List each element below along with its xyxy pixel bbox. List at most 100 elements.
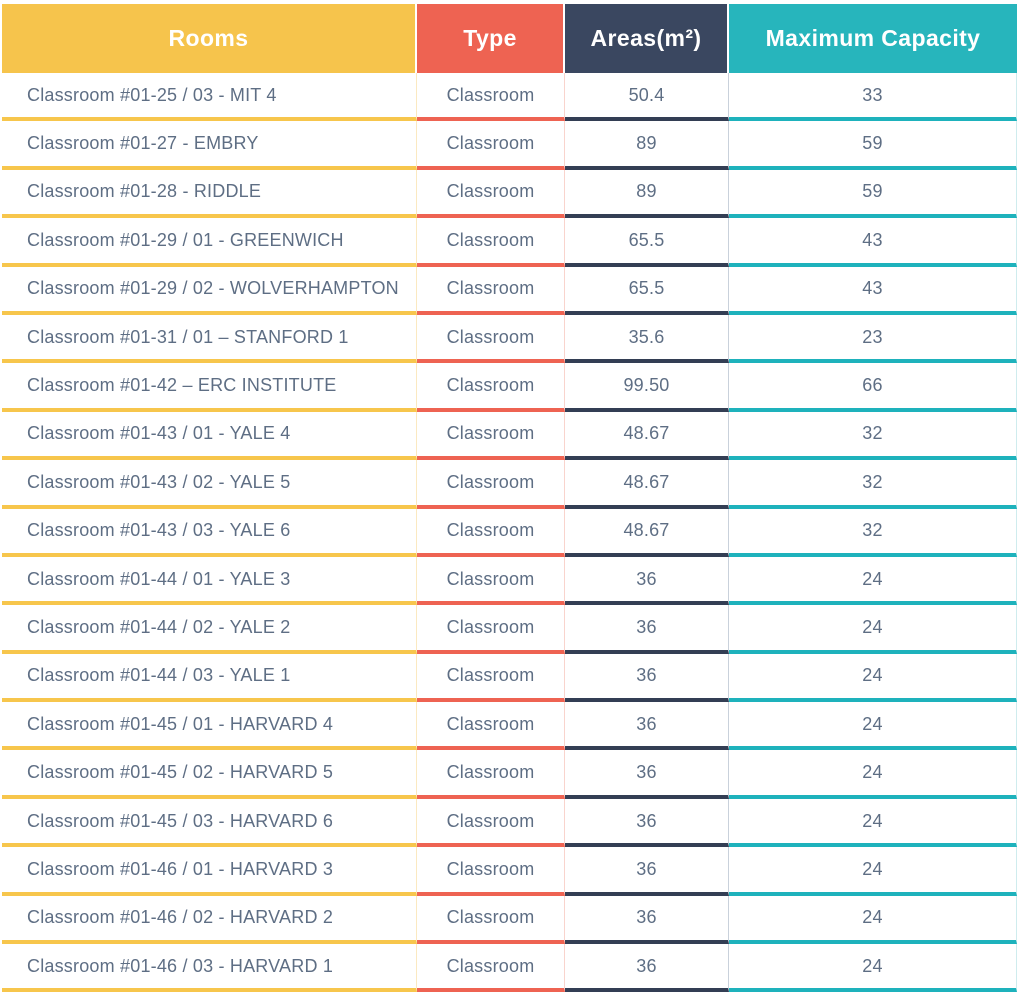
table-row: Classroom #01-43 / 03 - YALE 6 Classroom 4… — [2, 508, 1017, 557]
cell-room: Classroom #01-46 / 01 - HARVARD 3 — [2, 847, 417, 896]
table-row: Classroom #01-46 / 01 - HARVARD 3 Classro… — [2, 847, 1017, 896]
rooms-table: Rooms Type Areas(m²) Maximum Capacity Cl… — [2, 4, 1017, 993]
table-body: Classroom #01-25 / 03 - MIT 4 Classroom 50… — [2, 73, 1017, 993]
cell-room: Classroom #01-31 / 01 – STANFORD 1 — [2, 314, 417, 364]
cell-area: 36 — [565, 556, 729, 606]
cell-type: Classroom — [417, 169, 565, 219]
cell-area: 36 — [565, 944, 729, 993]
table-row: Classroom #01-46 / 03 - HARVARD 1 Classro… — [2, 944, 1017, 993]
header-cell-maximum-capacity: Maximum Capacity — [729, 4, 1017, 73]
cell-area: 36 — [565, 847, 729, 896]
cell-room: Classroom #01-44 / 03 - YALE 1 — [2, 653, 417, 703]
cell-area: 36 — [565, 895, 729, 945]
cell-capacity: 32 — [729, 508, 1017, 557]
cell-area: 65.5 — [565, 266, 729, 315]
cell-capacity: 24 — [729, 605, 1017, 654]
cell-area: 89 — [565, 169, 729, 219]
cell-type: Classroom — [417, 702, 565, 751]
table-row: Classroom #01-44 / 01 - YALE 3 Classroom 3… — [2, 556, 1017, 606]
cell-room: Classroom #01-29 / 02 - WOLVERHAMPTON — [2, 266, 417, 315]
cell-area: 35.6 — [565, 314, 729, 364]
cell-capacity: 24 — [729, 653, 1017, 703]
header-cell-type: Type — [417, 4, 565, 73]
cell-room: Classroom #01-27 - EMBRY — [2, 121, 417, 170]
cell-type: Classroom — [417, 944, 565, 993]
cell-capacity: 59 — [729, 169, 1017, 219]
cell-capacity: 66 — [729, 363, 1017, 412]
cell-area: 65.5 — [565, 218, 729, 267]
table-row: Classroom #01-28 - RIDDLE Classroom 89 59 — [2, 169, 1017, 219]
table-row: Classroom #01-45 / 03 - HARVARD 6 Classro… — [2, 798, 1017, 848]
cell-capacity: 24 — [729, 847, 1017, 896]
cell-type: Classroom — [417, 750, 565, 799]
cell-type: Classroom — [417, 798, 565, 848]
cell-room: Classroom #01-43 / 02 - YALE 5 — [2, 460, 417, 509]
table-row: Classroom #01-44 / 03 - YALE 1 Classroom 3… — [2, 653, 1017, 703]
table-row: Classroom #01-43 / 01 - YALE 4 Classroom 4… — [2, 411, 1017, 461]
cell-type: Classroom — [417, 605, 565, 654]
cell-capacity: 24 — [729, 750, 1017, 799]
cell-area: 36 — [565, 798, 729, 848]
table-row: Classroom #01-42 – ERC INSTITUTE Classroo… — [2, 363, 1017, 412]
cell-room: Classroom #01-46 / 03 - HARVARD 1 — [2, 944, 417, 993]
cell-capacity: 43 — [729, 266, 1017, 315]
table-header: Rooms Type Areas(m²) Maximum Capacity — [2, 4, 1017, 73]
table-row: Classroom #01-43 / 02 - YALE 5 Classroom 4… — [2, 460, 1017, 509]
cell-type: Classroom — [417, 218, 565, 267]
cell-type: Classroom — [417, 121, 565, 170]
cell-room: Classroom #01-46 / 02 - HARVARD 2 — [2, 895, 417, 945]
cell-capacity: 24 — [729, 944, 1017, 993]
table-row: Classroom #01-27 - EMBRY Classroom 89 59 — [2, 121, 1017, 170]
cell-type: Classroom — [417, 411, 565, 461]
cell-capacity: 23 — [729, 314, 1017, 364]
table-row: Classroom #01-25 / 03 - MIT 4 Classroom 50… — [2, 73, 1017, 122]
cell-area: 89 — [565, 121, 729, 170]
cell-area: 36 — [565, 750, 729, 799]
cell-type: Classroom — [417, 895, 565, 945]
cell-type: Classroom — [417, 363, 565, 412]
cell-area: 48.67 — [565, 460, 729, 509]
cell-capacity: 24 — [729, 798, 1017, 848]
cell-room: Classroom #01-28 - RIDDLE — [2, 169, 417, 219]
cell-capacity: 43 — [729, 218, 1017, 267]
table-row: Classroom #01-29 / 01 - GREENWICH Classro… — [2, 218, 1017, 267]
cell-area: 36 — [565, 605, 729, 654]
cell-capacity: 33 — [729, 73, 1017, 122]
table-row: Classroom #01-29 / 02 - WOLVERHAMPTON Cla… — [2, 266, 1017, 315]
cell-room: Classroom #01-45 / 02 - HARVARD 5 — [2, 750, 417, 799]
cell-type: Classroom — [417, 556, 565, 606]
cell-type: Classroom — [417, 653, 565, 703]
cell-room: Classroom #01-25 / 03 - MIT 4 — [2, 73, 417, 122]
header-cell-rooms: Rooms — [2, 4, 417, 73]
cell-capacity: 24 — [729, 702, 1017, 751]
cell-area: 50.4 — [565, 73, 729, 122]
cell-capacity: 24 — [729, 895, 1017, 945]
cell-area: 36 — [565, 653, 729, 703]
cell-room: Classroom #01-45 / 03 - HARVARD 6 — [2, 798, 417, 848]
cell-capacity: 59 — [729, 121, 1017, 170]
cell-room: Classroom #01-43 / 03 - YALE 6 — [2, 508, 417, 557]
cell-area: 48.67 — [565, 411, 729, 461]
cell-room: Classroom #01-44 / 01 - YALE 3 — [2, 556, 417, 606]
cell-room: Classroom #01-44 / 02 - YALE 2 — [2, 605, 417, 654]
table-row: Classroom #01-46 / 02 - HARVARD 2 Classro… — [2, 895, 1017, 945]
cell-type: Classroom — [417, 314, 565, 364]
cell-type: Classroom — [417, 266, 565, 315]
table-row: Classroom #01-45 / 01 - HARVARD 4 Classro… — [2, 702, 1017, 751]
cell-capacity: 32 — [729, 411, 1017, 461]
cell-capacity: 24 — [729, 556, 1017, 606]
cell-area: 99.50 — [565, 363, 729, 412]
cell-type: Classroom — [417, 847, 565, 896]
cell-type: Classroom — [417, 73, 565, 122]
cell-type: Classroom — [417, 460, 565, 509]
cell-area: 48.67 — [565, 508, 729, 557]
cell-capacity: 32 — [729, 460, 1017, 509]
table-row: Classroom #01-44 / 02 - YALE 2 Classroom 3… — [2, 605, 1017, 654]
header-cell-areas: Areas(m²) — [565, 4, 729, 73]
table-row: Classroom #01-31 / 01 – STANFORD 1 Classr… — [2, 314, 1017, 364]
cell-room: Classroom #01-43 / 01 - YALE 4 — [2, 411, 417, 461]
cell-room: Classroom #01-29 / 01 - GREENWICH — [2, 218, 417, 267]
cell-type: Classroom — [417, 508, 565, 557]
cell-room: Classroom #01-45 / 01 - HARVARD 4 — [2, 702, 417, 751]
